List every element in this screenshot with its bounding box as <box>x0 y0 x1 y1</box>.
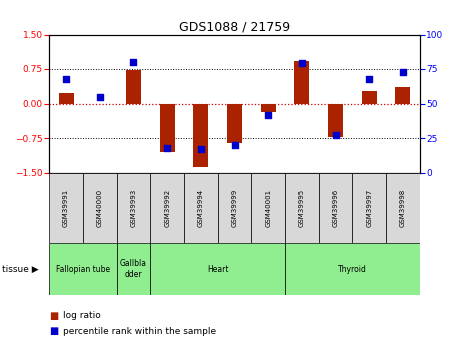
Point <box>62 76 70 81</box>
Bar <box>386 172 420 243</box>
Bar <box>117 243 150 295</box>
Text: GSM39997: GSM39997 <box>366 189 372 227</box>
Bar <box>83 172 117 243</box>
Bar <box>49 243 117 295</box>
Text: GSM39992: GSM39992 <box>164 189 170 227</box>
Text: ■: ■ <box>49 326 59 336</box>
Point <box>163 145 171 150</box>
Text: Fallopian tube: Fallopian tube <box>56 265 110 274</box>
Bar <box>218 172 251 243</box>
Bar <box>352 172 386 243</box>
Title: GDS1088 / 21759: GDS1088 / 21759 <box>179 20 290 33</box>
Text: ■: ■ <box>49 311 59 321</box>
Text: GSM39993: GSM39993 <box>130 189 136 227</box>
Point <box>332 132 339 138</box>
Point <box>231 142 238 148</box>
Bar <box>59 93 74 104</box>
Point <box>298 61 306 66</box>
Text: tissue ▶: tissue ▶ <box>2 265 39 274</box>
Bar <box>261 104 276 112</box>
Text: Gallbla
dder: Gallbla dder <box>120 259 147 279</box>
Bar <box>319 172 352 243</box>
Bar <box>150 172 184 243</box>
Text: GSM39994: GSM39994 <box>198 189 204 227</box>
Text: GSM39991: GSM39991 <box>63 189 69 227</box>
Text: Thyroid: Thyroid <box>338 265 367 274</box>
Text: Heart: Heart <box>207 265 228 274</box>
Text: GSM39999: GSM39999 <box>232 189 237 227</box>
Bar <box>328 104 343 137</box>
Bar <box>92 104 107 105</box>
Bar <box>251 172 285 243</box>
Text: percentile rank within the sample: percentile rank within the sample <box>63 327 216 336</box>
Point <box>96 94 104 99</box>
Text: GSM39998: GSM39998 <box>400 189 406 227</box>
Bar <box>150 243 285 295</box>
Bar <box>117 172 150 243</box>
Bar <box>395 87 410 104</box>
Text: GSM40001: GSM40001 <box>265 189 271 227</box>
Point <box>365 76 373 81</box>
Bar <box>159 104 175 152</box>
Bar <box>362 91 377 103</box>
Point <box>197 146 204 152</box>
Point <box>399 69 407 75</box>
Bar <box>294 61 310 104</box>
Bar <box>285 243 420 295</box>
Text: GSM40000: GSM40000 <box>97 189 103 227</box>
Bar <box>49 172 83 243</box>
Text: log ratio: log ratio <box>63 311 101 320</box>
Point <box>130 59 137 65</box>
Bar <box>285 172 319 243</box>
Point <box>265 112 272 117</box>
Text: GSM39995: GSM39995 <box>299 189 305 227</box>
Text: GSM39996: GSM39996 <box>333 189 339 227</box>
Bar <box>184 172 218 243</box>
Bar <box>227 104 242 142</box>
Bar <box>126 70 141 104</box>
Bar <box>193 104 208 167</box>
